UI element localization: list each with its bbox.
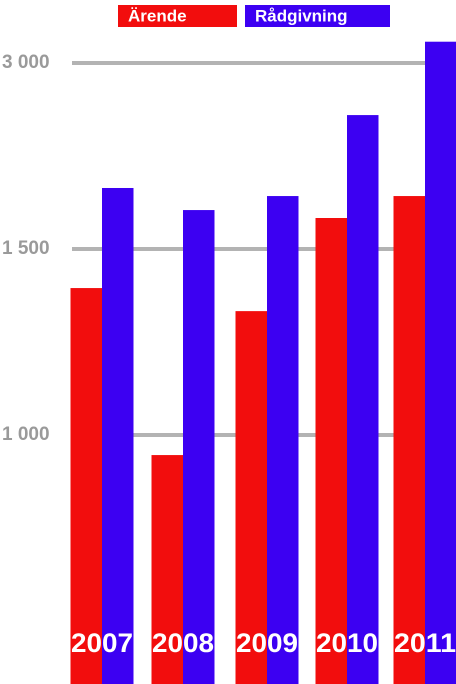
x-tick-label: 2008	[152, 628, 214, 658]
bar	[183, 210, 215, 684]
bar	[151, 455, 183, 684]
bar	[267, 196, 299, 684]
x-tick-label: 2009	[236, 628, 298, 658]
x-tick-label: 2007	[71, 628, 133, 658]
bar	[315, 218, 347, 684]
legend-swatch	[245, 5, 390, 27]
bar	[102, 187, 134, 684]
legend-label: Ärende	[128, 6, 187, 25]
bar	[347, 115, 379, 684]
bar	[425, 41, 456, 684]
legend-label: Rådgivning	[255, 6, 348, 25]
legend-swatch	[118, 5, 237, 27]
y-tick-label: 3 000	[2, 52, 50, 73]
bar	[235, 311, 267, 684]
bar	[70, 288, 102, 684]
y-tick-label: 1 000	[2, 424, 50, 445]
x-tick-label: 2010	[316, 628, 378, 658]
y-tick-label: 1 500	[2, 238, 50, 259]
x-tick-label: 2011	[394, 628, 456, 658]
bar	[393, 196, 425, 684]
